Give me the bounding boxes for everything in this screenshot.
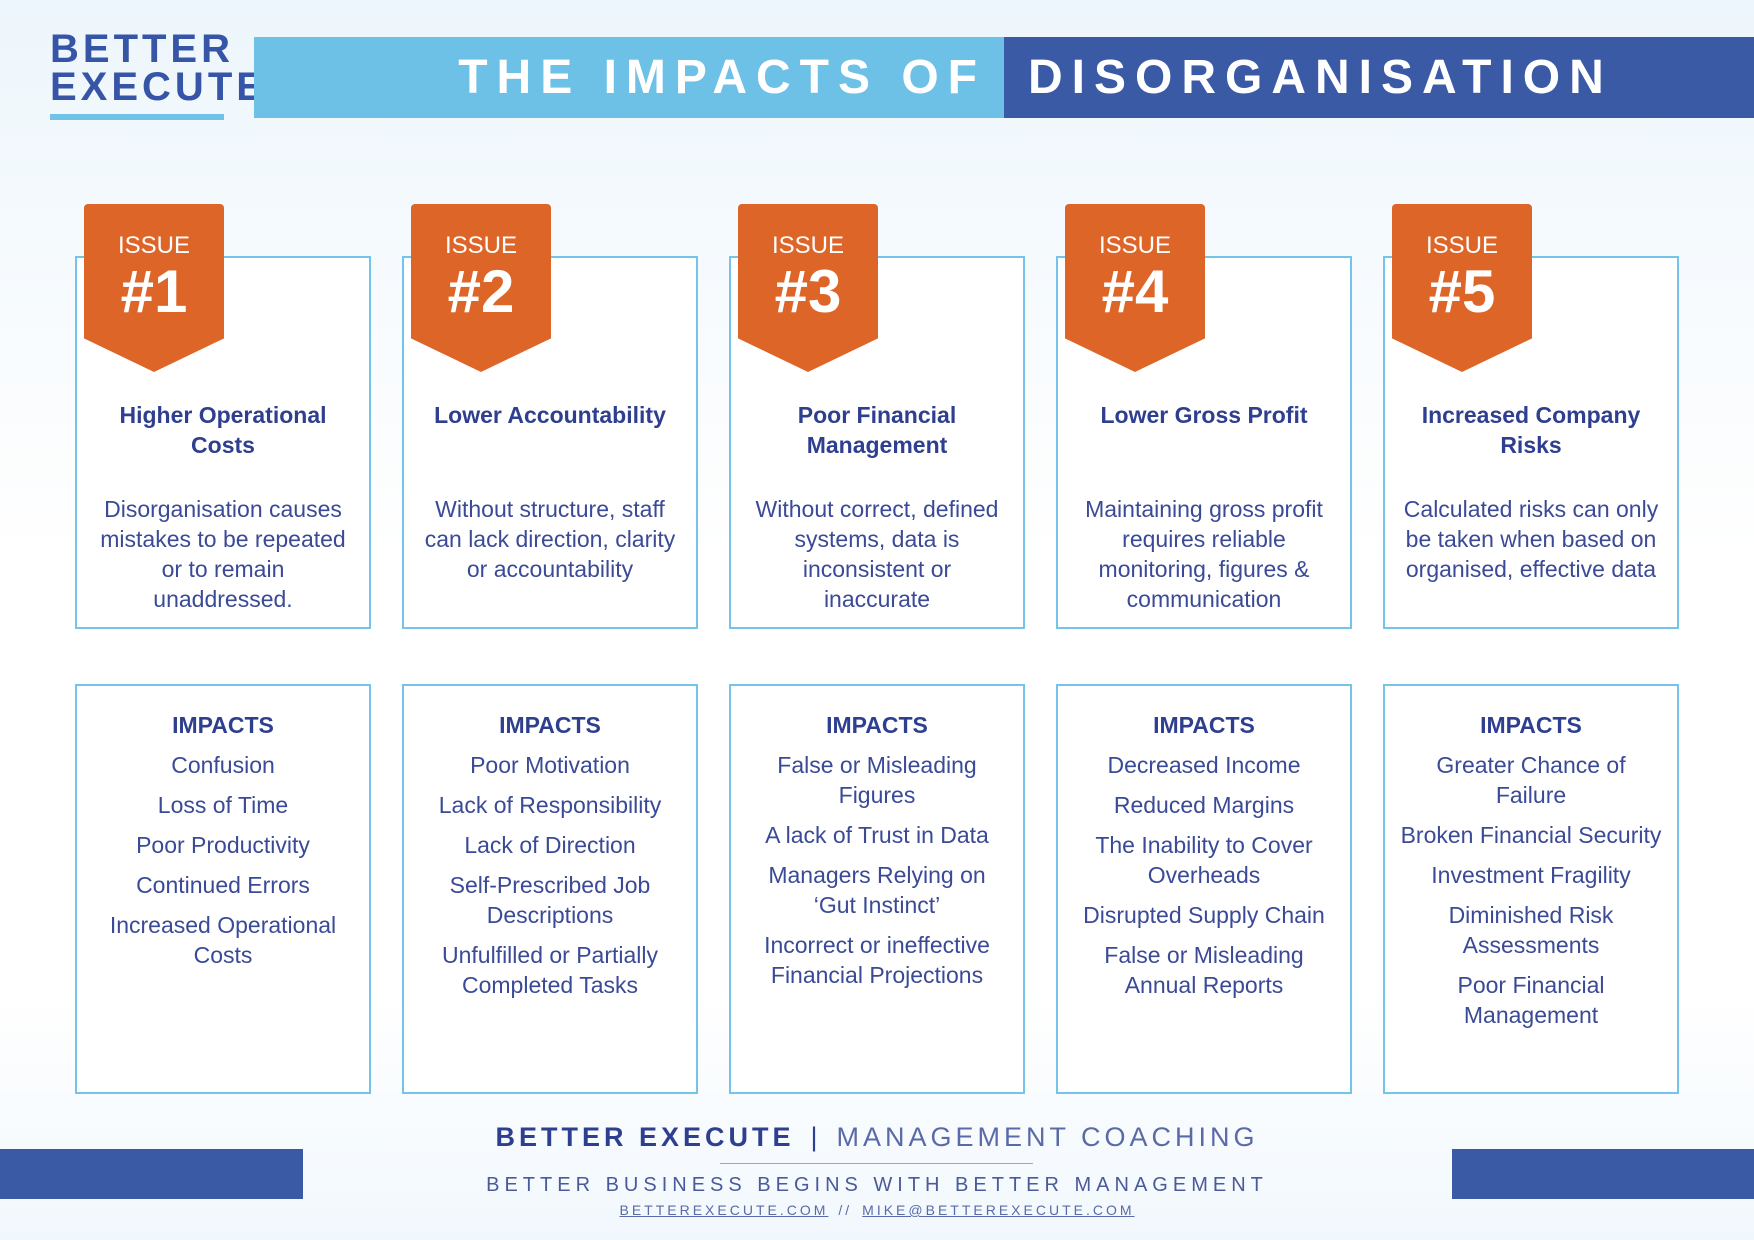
impact-item: Reduced Margins [1113, 792, 1295, 818]
footer-divider [720, 1163, 1033, 1164]
issue-badge-3: ISSUE #3 [738, 204, 878, 372]
title-banner: THE IMPACTS OF DISORGANISATION [254, 37, 1754, 118]
issue-title: Increased Company Risks [1421, 402, 1641, 458]
impact-item: False or Misleading Annual Reports [1104, 942, 1304, 998]
impact-item: Continued Errors [136, 872, 310, 898]
issue-badge-5: ISSUE #5 [1392, 204, 1532, 372]
logo-line-2: EXECUTE [50, 65, 267, 109]
issue-badge-label: ISSUE [1425, 232, 1499, 259]
impact-item: Lack of Responsibility [438, 792, 662, 818]
footer-separator: | [810, 1122, 821, 1152]
issue-badge-number: #1 [120, 258, 188, 325]
impact-item: Poor Productivity [136, 832, 310, 858]
impact-item: Broken Financial Security [1400, 822, 1662, 848]
footer-bar-right [1452, 1149, 1754, 1199]
issue-title: Lower Gross Profit [1100, 402, 1308, 428]
impact-item: Decreased Income [1107, 752, 1301, 778]
issue-badge-label: ISSUE [771, 232, 845, 259]
issue-badge-number: #4 [1101, 258, 1169, 325]
impacts-heading: IMPACTS [1153, 712, 1255, 738]
issue-badge-2: ISSUE #2 [411, 204, 551, 372]
issue-badge-1: ISSUE #1 [84, 204, 224, 372]
footer-links: BETTEREXECUTE.COM // MIKE@BETTEREXECUTE.CO… [0, 1202, 1754, 1218]
footer-link-separator: // [838, 1202, 853, 1218]
issue-description: Without structure, staff can lack direct… [424, 496, 676, 582]
issue-badge-number: #2 [447, 258, 515, 325]
footer-tagline: BETTER BUSINESS BEGINS WITH BETTER MANAG… [486, 1174, 1268, 1196]
impacts-card-4: IMPACTS Decreased Income Reduced Margins… [1056, 684, 1352, 1094]
impact-item: A lack of Trust in Data [765, 822, 989, 848]
issue-badge-number: #3 [774, 258, 842, 325]
impact-item: Confusion [171, 752, 275, 778]
impacts-heading: IMPACTS [499, 712, 601, 738]
issue-badge-number: #5 [1428, 258, 1496, 325]
impact-item: Diminished Risk Assessments [1448, 902, 1614, 958]
impacts-heading: IMPACTS [1480, 712, 1582, 738]
issue-description: Disorganisation causes mistakes to be re… [100, 496, 346, 612]
issue-title: Higher Operational Costs [119, 402, 327, 458]
issue-title: Poor Financial Management [797, 402, 957, 458]
logo-line-1: BETTER [50, 27, 234, 71]
title-part-2: DISORGANISATION [1004, 37, 1754, 118]
footer-subtitle: MANAGEMENT COACHING [836, 1122, 1259, 1152]
impacts-card-5: IMPACTS Greater Chance of Failure Broken… [1383, 684, 1679, 1094]
impacts-card-3: IMPACTS False or Misleading Figures A la… [729, 684, 1025, 1094]
impact-item: Lack of Direction [464, 832, 636, 858]
impact-item: Loss of Time [157, 792, 289, 818]
title-part-1: THE IMPACTS OF [254, 37, 1004, 118]
footer-bar-left [0, 1149, 303, 1199]
impact-item: Managers Relying on ‘Gut Instinct’ [768, 862, 986, 918]
footer-main: BETTER EXECUTE | MANAGEMENT COACHING [0, 1122, 1754, 1153]
website-link[interactable]: BETTEREXECUTE.COM [619, 1202, 829, 1218]
impact-item: Investment Fragility [1431, 862, 1631, 888]
logo-underline [50, 114, 224, 120]
impact-item: Incorrect or ineffective Financial Proje… [764, 932, 990, 988]
impact-item: Increased Operational Costs [109, 912, 337, 968]
issue-badge-4: ISSUE #4 [1065, 204, 1205, 372]
issue-badge-label: ISSUE [1098, 232, 1172, 259]
impacts-card-2: IMPACTS Poor Motivation Lack of Responsi… [402, 684, 698, 1094]
impact-item: False or Misleading Figures [777, 752, 977, 808]
impact-item: The Inability to Cover Overheads [1095, 832, 1313, 888]
impact-item: Greater Chance of Failure [1436, 752, 1626, 808]
issue-badge-label: ISSUE [117, 232, 191, 259]
impact-item: Poor Financial Management [1457, 972, 1605, 1028]
issue-title: Lower Accountability [434, 402, 666, 428]
impact-item: Disrupted Supply Chain [1083, 902, 1325, 928]
issue-description: Calculated risks can only be taken when … [1403, 496, 1659, 582]
impact-item: Self-Prescribed Job Descriptions [449, 872, 651, 928]
logo: BETTER EXECUTE [50, 27, 267, 120]
impacts-heading: IMPACTS [172, 712, 274, 738]
impact-item: Unfulfilled or Partially Completed Tasks [441, 942, 659, 998]
issue-badge-label: ISSUE [444, 232, 518, 259]
email-link[interactable]: MIKE@BETTEREXECUTE.COM [862, 1202, 1135, 1218]
footer-brand: BETTER EXECUTE [495, 1122, 795, 1152]
impacts-card-1: IMPACTS Confusion Loss of Time Poor Prod… [75, 684, 371, 1094]
issue-description: Maintaining gross profit requires reliab… [1085, 496, 1323, 612]
issue-description: Without correct, defined systems, data i… [755, 496, 999, 612]
impact-item: Poor Motivation [470, 752, 630, 778]
impacts-heading: IMPACTS [826, 712, 928, 738]
